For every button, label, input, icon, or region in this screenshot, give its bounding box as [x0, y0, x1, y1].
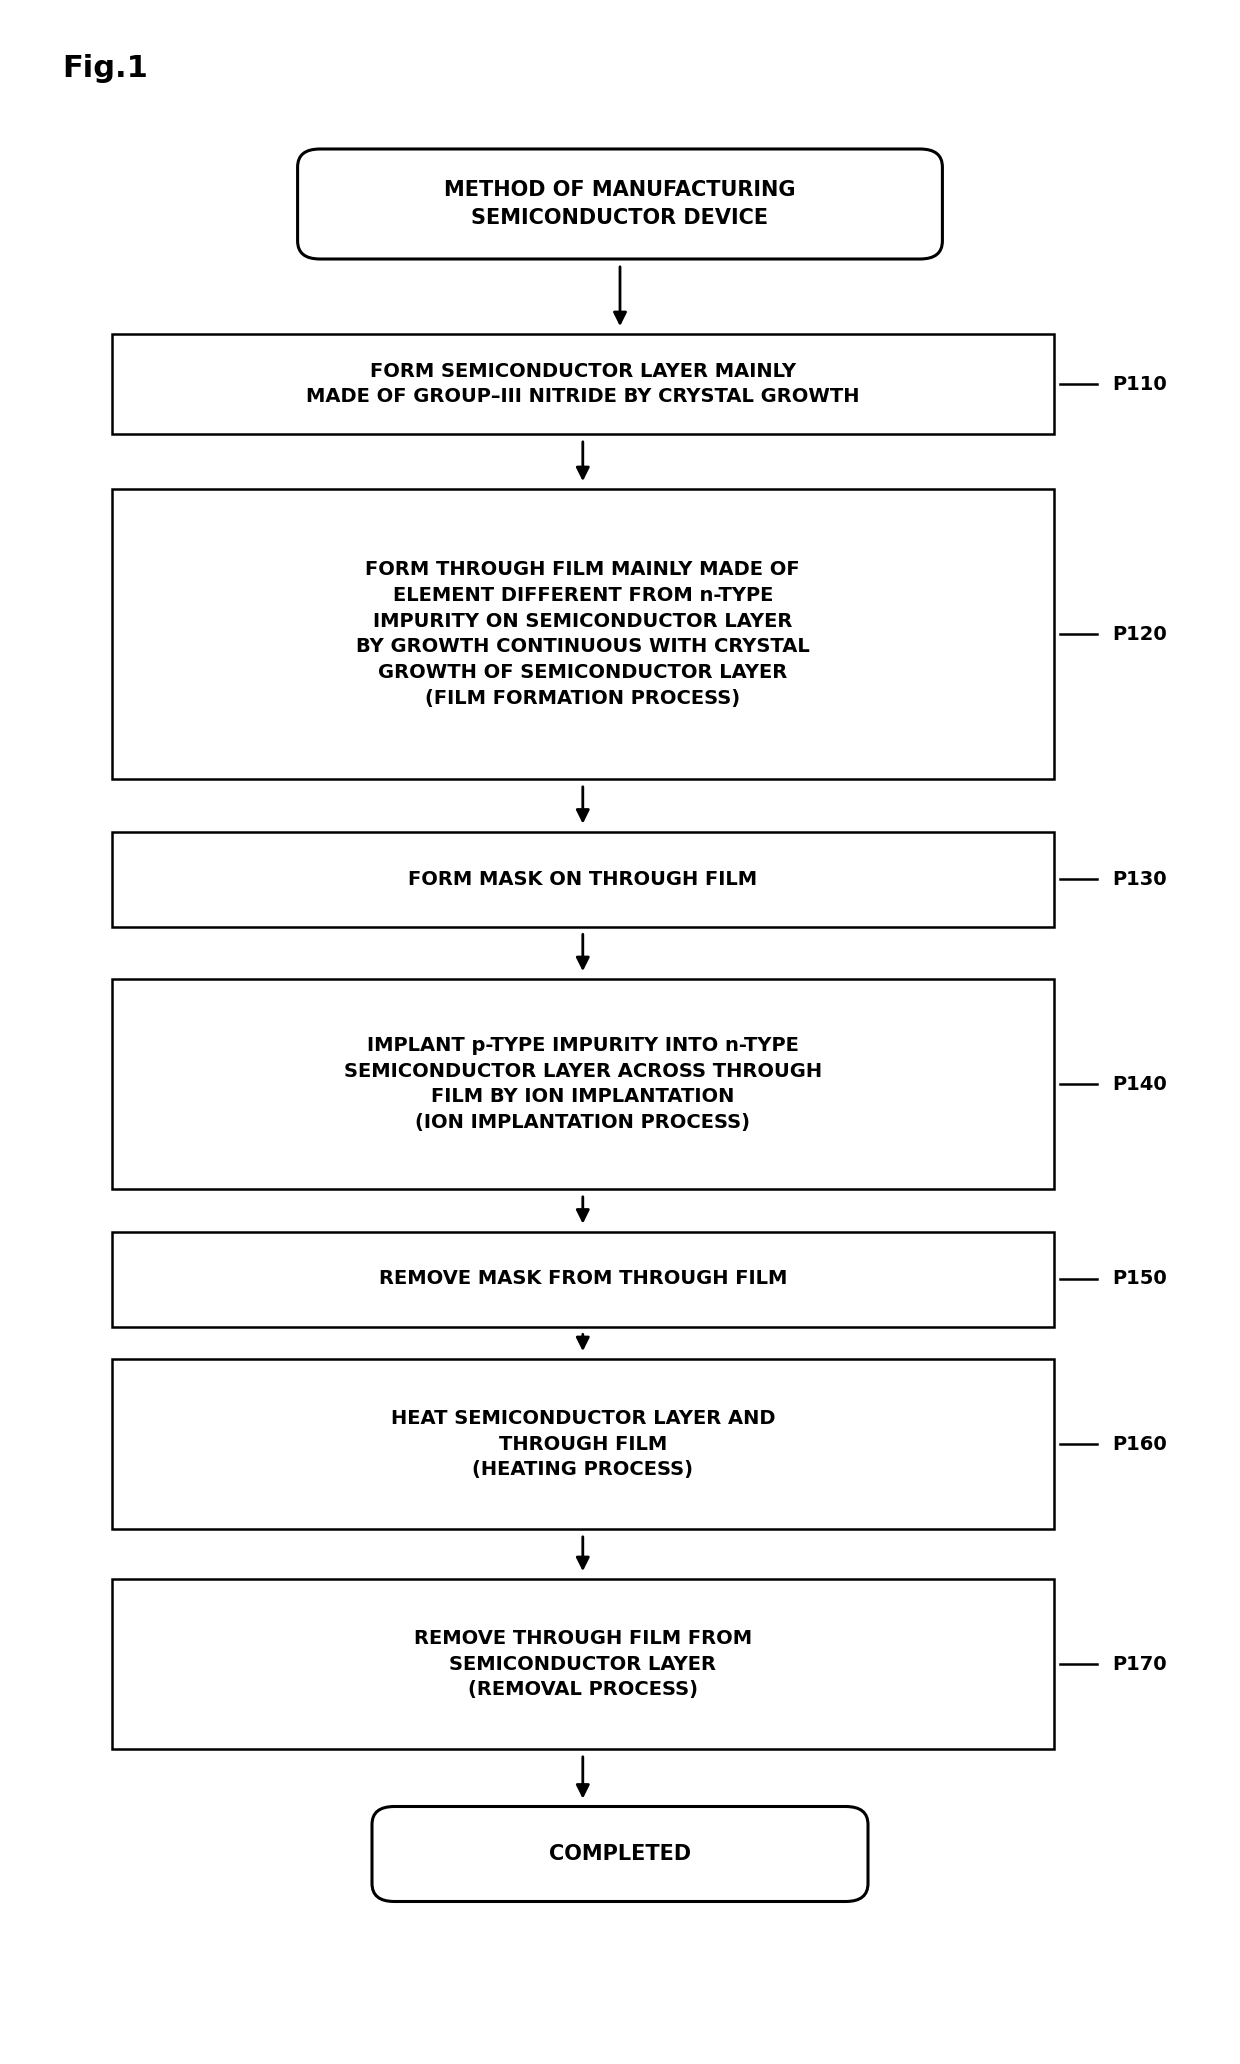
Text: P150: P150	[1112, 1269, 1167, 1288]
Text: IMPLANT p-TYPE IMPURITY INTO n-TYPE
SEMICONDUCTOR LAYER ACROSS THROUGH
FILM BY I: IMPLANT p-TYPE IMPURITY INTO n-TYPE SEMI…	[343, 1036, 822, 1133]
Bar	[112, 489, 1054, 778]
Text: METHOD OF MANUFACTURING
SEMICONDUCTOR DEVICE: METHOD OF MANUFACTURING SEMICONDUCTOR DE…	[444, 180, 796, 227]
Text: P160: P160	[1112, 1434, 1167, 1453]
Text: FORM MASK ON THROUGH FILM: FORM MASK ON THROUGH FILM	[408, 869, 758, 888]
Text: REMOVE MASK FROM THROUGH FILM: REMOVE MASK FROM THROUGH FILM	[378, 1269, 787, 1288]
Text: FORM THROUGH FILM MAINLY MADE OF
ELEMENT DIFFERENT FROM n-TYPE
IMPURITY ON SEMIC: FORM THROUGH FILM MAINLY MADE OF ELEMENT…	[356, 559, 810, 708]
Text: P110: P110	[1112, 374, 1167, 394]
Text: FORM SEMICONDUCTOR LAYER MAINLY
MADE OF GROUP–III NITRIDE BY CRYSTAL GROWTH: FORM SEMICONDUCTOR LAYER MAINLY MADE OF …	[306, 361, 859, 407]
Text: P170: P170	[1112, 1655, 1167, 1674]
Text: REMOVE THROUGH FILM FROM
SEMICONDUCTOR LAYER
(REMOVAL PROCESS): REMOVE THROUGH FILM FROM SEMICONDUCTOR L…	[414, 1628, 751, 1699]
Bar	[112, 334, 1054, 433]
Text: P140: P140	[1112, 1075, 1167, 1094]
FancyBboxPatch shape	[372, 1806, 868, 1901]
Text: Fig.1: Fig.1	[62, 54, 148, 83]
Bar	[112, 1579, 1054, 1748]
Bar	[112, 1232, 1054, 1327]
Text: HEAT SEMICONDUCTOR LAYER AND
THROUGH FILM
(HEATING PROCESS): HEAT SEMICONDUCTOR LAYER AND THROUGH FIL…	[391, 1410, 775, 1480]
Bar	[112, 1358, 1054, 1529]
Text: COMPLETED: COMPLETED	[549, 1843, 691, 1864]
Bar	[112, 832, 1054, 927]
Bar	[112, 978, 1054, 1189]
Text: P130: P130	[1112, 869, 1167, 888]
Text: P120: P120	[1112, 625, 1167, 644]
FancyBboxPatch shape	[298, 149, 942, 258]
